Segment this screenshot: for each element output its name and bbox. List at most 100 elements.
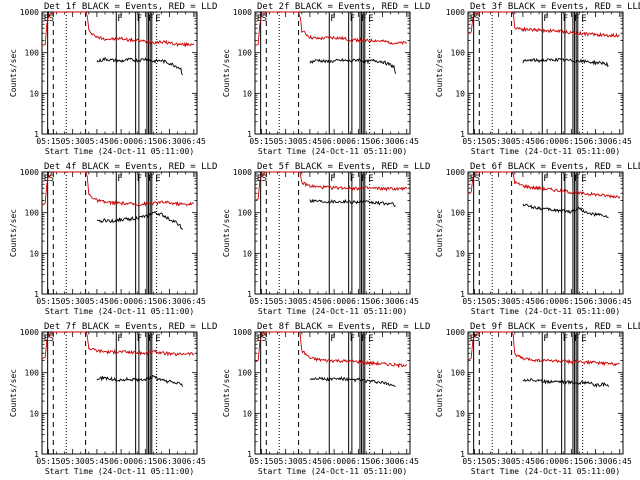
x-tick-label: 06:00 <box>322 297 346 306</box>
series-events <box>96 210 183 231</box>
x-tick-label: 05:30 <box>61 457 85 466</box>
event-marker: E <box>470 14 475 24</box>
x-tick-label: 05:15 <box>36 457 60 466</box>
event-marker: F <box>117 334 122 344</box>
x-tick-label: 06:45 <box>182 137 206 146</box>
event-marker: F <box>330 14 335 24</box>
chart-title: Det 2f BLACK = Events, RED = LLD <box>257 2 430 12</box>
event-marker: F <box>563 14 568 24</box>
event-marker: F <box>574 334 579 344</box>
series-lld <box>41 331 195 360</box>
event-marker: E <box>368 14 373 24</box>
x-tick-label: 05:30 <box>487 137 511 146</box>
event-marker: S <box>49 14 54 24</box>
event-marker: S <box>262 334 267 344</box>
event-marker: F <box>361 174 366 184</box>
series-lld <box>467 331 620 367</box>
x-tick-label: 06:45 <box>608 137 632 146</box>
y-tick-label: 1 <box>34 130 39 139</box>
y-tick-label: 10 <box>242 249 252 258</box>
x-tick-label: 06:30 <box>584 457 608 466</box>
event-marker: S <box>475 174 480 184</box>
event-marker: S <box>49 334 54 344</box>
series-events <box>522 57 609 68</box>
x-tick-label: 06:30 <box>158 457 182 466</box>
x-tick-label: 05:45 <box>511 457 535 466</box>
x-tick-label: 05:45 <box>298 457 322 466</box>
y-tick-label: 100 <box>25 49 40 58</box>
event-marker: E <box>581 14 586 24</box>
x-tick-label: 05:45 <box>85 457 109 466</box>
y-tick-label: 1 <box>34 290 39 299</box>
event-marker: F <box>543 174 548 184</box>
series-events <box>522 377 609 389</box>
y-axis-label: Counts/sec <box>222 49 231 97</box>
x-axis-label: Start Time (24-Oct-11 05:11:00) <box>45 307 194 316</box>
series-events <box>96 374 183 387</box>
x-tick-label: 06:15 <box>133 137 157 146</box>
y-axis-label: Counts/sec <box>435 369 444 417</box>
x-tick-label: 06:30 <box>371 137 395 146</box>
series-events <box>309 198 396 208</box>
chart-title: Det 1f BLACK = Events, RED = LLD <box>44 2 217 12</box>
y-axis-label: Counts/sec <box>9 209 18 257</box>
chart-title: Det 4f BLACK = Events, RED = LLD <box>44 162 217 172</box>
x-tick-label: 06:45 <box>608 297 632 306</box>
plot-frame <box>41 331 198 455</box>
event-marker: F <box>137 174 142 184</box>
x-tick-label: 06:30 <box>158 297 182 306</box>
x-tick-label: 05:15 <box>249 137 273 146</box>
event-marker: F <box>361 14 366 24</box>
x-axis-label: Start Time (24-Oct-11 05:11:00) <box>471 467 620 476</box>
event-marker: E <box>257 14 262 24</box>
event-marker: F <box>137 334 142 344</box>
y-axis-label: Counts/sec <box>9 49 18 97</box>
x-tick-label: 06:00 <box>535 137 559 146</box>
event-marker: F <box>574 14 579 24</box>
series-lld <box>467 171 621 199</box>
x-tick-label: 06:00 <box>109 137 133 146</box>
x-tick-label: 05:30 <box>487 457 511 466</box>
event-marker: E <box>155 14 160 24</box>
chart-title: Det 7f BLACK = Events, RED = LLD <box>44 322 217 332</box>
plot-frame <box>467 11 624 135</box>
x-tick-label: 05:15 <box>249 457 273 466</box>
event-marker: F <box>148 334 153 344</box>
x-tick-label: 06:30 <box>158 137 182 146</box>
y-tick-label: 100 <box>451 209 466 218</box>
y-tick-label: 100 <box>25 369 40 378</box>
y-tick-label: 1000 <box>233 328 252 337</box>
x-tick-label: 05:15 <box>249 297 273 306</box>
y-tick-label: 1 <box>460 450 465 459</box>
y-tick-label: 1000 <box>233 168 252 177</box>
event-marker: E <box>44 14 49 24</box>
detector-panel-5: Det 5f BLACK = Events, RED = LLD 1 10 100 10… <box>222 162 430 316</box>
chart-title: Det 3f BLACK = Events, RED = LLD <box>470 2 640 12</box>
y-axis-label: Counts/sec <box>435 49 444 97</box>
x-tick-label: 06:15 <box>559 457 583 466</box>
y-tick-label: 1 <box>460 130 465 139</box>
event-marker: E <box>470 174 475 184</box>
x-tick-label: 06:45 <box>182 457 206 466</box>
x-tick-label: 05:45 <box>511 137 535 146</box>
detector-panel-8: Det 8f BLACK = Events, RED = LLD 1 10 100 10… <box>222 322 430 476</box>
detector-panel-7: Det 7f BLACK = Events, RED = LLD 1 10 100 10… <box>9 322 217 476</box>
event-marker: E <box>155 174 160 184</box>
plot-frame <box>254 11 411 135</box>
chart-title: Det 6f BLACK = Events, RED = LLD <box>470 162 640 172</box>
plot-frame <box>467 331 624 455</box>
y-tick-label: 10 <box>29 89 39 98</box>
x-tick-label: 05:45 <box>298 137 322 146</box>
y-tick-label: 100 <box>451 369 466 378</box>
x-tick-label: 06:00 <box>322 137 346 146</box>
event-marker: E <box>581 174 586 184</box>
y-axis-label: Counts/sec <box>9 369 18 417</box>
x-tick-label: 06:15 <box>346 297 370 306</box>
plot-frame <box>467 171 624 295</box>
x-tick-label: 05:15 <box>462 457 486 466</box>
x-tick-label: 06:45 <box>608 457 632 466</box>
event-marker: F <box>563 174 568 184</box>
x-tick-label: 06:45 <box>395 297 419 306</box>
event-marker: S <box>262 14 267 24</box>
